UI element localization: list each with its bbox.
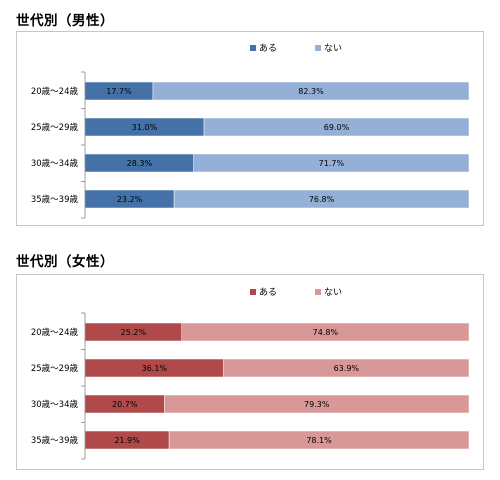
category-label-female-1: 25歳～29歳	[31, 363, 79, 374]
data-label-male-0-3: 23.2%	[117, 195, 143, 204]
data-label-male-0-0: 17.7%	[106, 87, 132, 96]
data-label-female-1-1: 63.9%	[334, 364, 360, 373]
bar-chart-female: ある ない 20歳～24歳 25.2% 74.8% 25歳～29歳 36.1% 63.9% 30…	[31, 287, 470, 460]
chart-panel-male: ある ない 20歳～24歳 17.7% 82.3% 25歳～29歳 31.0% 69.0% 30…	[16, 31, 484, 226]
bar-female-1-1	[223, 358, 470, 378]
category-label-female-0: 20歳～24歳	[31, 327, 79, 338]
chart-panel-female: ある ない 20歳～24歳 25.2% 74.8% 25歳～29歳 36.1% 63.9% 30…	[16, 274, 484, 470]
data-label-female-0-2: 20.7%	[112, 400, 138, 409]
legend-swatch-male-1	[315, 45, 321, 51]
data-label-female-0-3: 21.9%	[114, 436, 140, 445]
data-label-male-0-1: 31.0%	[132, 123, 158, 132]
legend-label-male-1: ない	[324, 43, 342, 54]
bar-male-1-2	[193, 153, 470, 173]
data-label-male-1-1: 69.0%	[324, 123, 350, 132]
legend-swatch-female-0	[250, 289, 256, 295]
legend-swatch-female-1	[315, 289, 321, 295]
legend-label-female-1: ない	[324, 287, 342, 298]
bar-female-1-0	[181, 322, 470, 342]
data-label-male-0-2: 28.3%	[127, 159, 153, 168]
bar-female-1-2	[164, 394, 470, 414]
chart-title-male: 世代別（男性）	[16, 13, 114, 29]
data-label-female-1-3: 78.1%	[306, 436, 332, 445]
category-label-male-0: 20歳～24歳	[31, 86, 79, 97]
bar-male-1-3	[173, 189, 470, 209]
legend-label-female-0: ある	[259, 287, 277, 298]
chart-title-female: 世代別（女性）	[16, 254, 114, 270]
category-label-female-3: 35歳～39歳	[31, 435, 79, 446]
data-label-female-0-0: 25.2%	[121, 328, 147, 337]
data-label-male-1-2: 71.7%	[319, 159, 345, 168]
category-label-female-2: 30歳～34歳	[31, 399, 79, 410]
legend-label-male-0: ある	[259, 43, 277, 54]
category-label-male-2: 30歳～34歳	[31, 158, 79, 169]
data-label-female-1-0: 74.8%	[313, 328, 339, 337]
bar-male-1-1	[203, 117, 470, 137]
data-label-female-1-2: 79.3%	[304, 400, 330, 409]
data-label-male-1-0: 82.3%	[298, 87, 324, 96]
category-label-male-1: 25歳～29歳	[31, 122, 79, 133]
bar-male-1-0	[152, 81, 470, 101]
legend-swatch-male-0	[250, 45, 256, 51]
data-label-female-0-1: 36.1%	[142, 364, 168, 373]
data-label-male-1-3: 76.8%	[309, 195, 335, 204]
bar-female-1-3	[168, 430, 470, 450]
bar-chart-male: ある ない 20歳～24歳 17.7% 82.3% 25歳～29歳 31.0% 69.0% 30…	[31, 43, 470, 219]
category-label-male-3: 35歳～39歳	[31, 194, 79, 205]
